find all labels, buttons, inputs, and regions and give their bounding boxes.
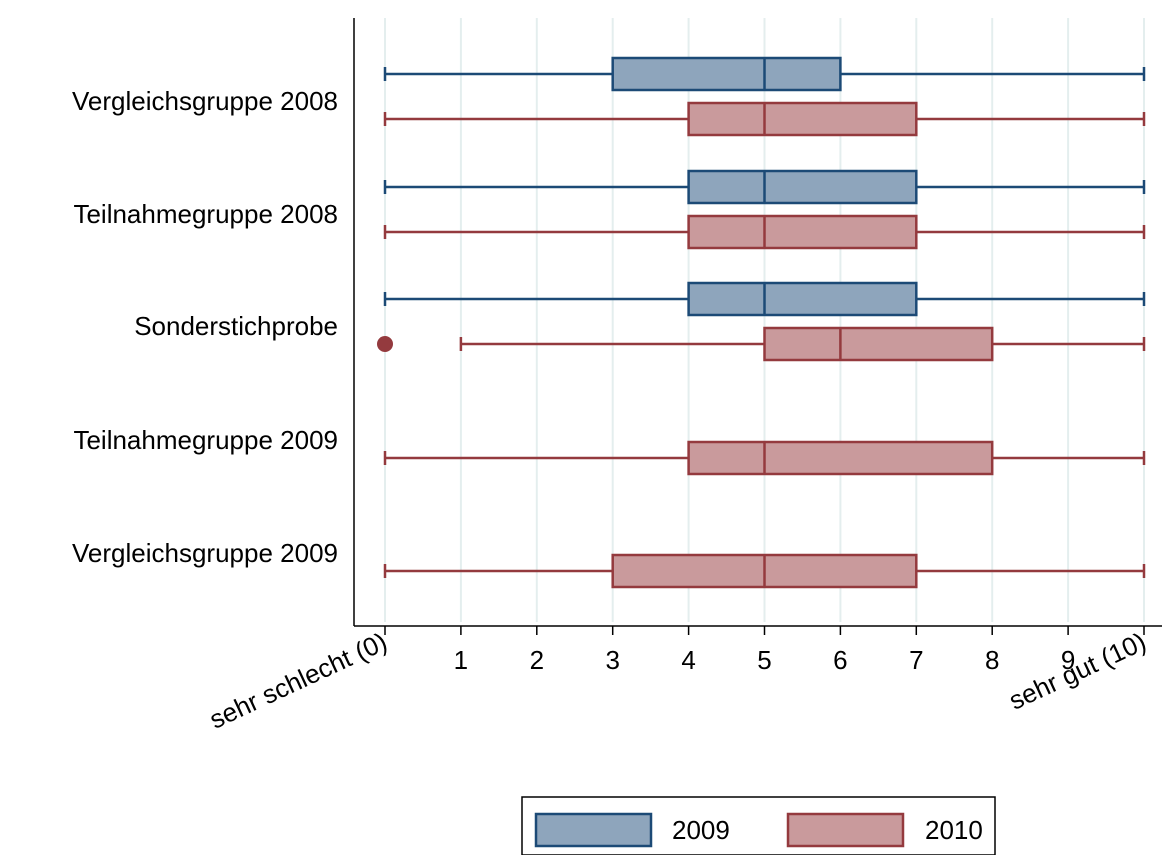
box-2009	[383, 169, 1146, 205]
iqr-box	[687, 440, 994, 476]
x-tick-label: 2	[530, 645, 544, 675]
iqr-box	[687, 281, 918, 317]
box-2009	[383, 56, 1146, 92]
box-2010	[383, 553, 1146, 589]
group-label: Vergleichsgruppe 2009	[72, 538, 338, 568]
outlier-point	[377, 336, 393, 352]
x-tick-label: 1	[454, 645, 468, 675]
group-label: Sonderstichprobe	[134, 311, 338, 341]
x-tick-label: 5	[757, 645, 771, 675]
legend: 2009 2010	[521, 796, 996, 856]
box-2010	[377, 326, 1146, 362]
box-2009	[383, 281, 1146, 317]
iqr-box	[687, 101, 918, 137]
x-tick-label: 3	[605, 645, 619, 675]
iqr-box	[687, 169, 918, 205]
iqr-box	[763, 326, 994, 362]
x-tick-label: 6	[833, 645, 847, 675]
iqr-box	[611, 56, 842, 92]
box-2010	[383, 214, 1146, 250]
x-tick-label: 9	[1061, 645, 1075, 675]
x-tick-label: 4	[681, 645, 695, 675]
legend-swatch-2009	[534, 812, 653, 848]
iqr-box	[687, 214, 918, 250]
group-label: Teilnahmegruppe 2008	[73, 199, 338, 229]
legend-label-2010: 2010	[925, 815, 983, 845]
boxes-layer	[377, 56, 1146, 589]
x-tick-label: 7	[909, 645, 923, 675]
legend-label-2009: 2009	[672, 815, 730, 845]
x-tick-label: sehr schlecht (0)	[205, 626, 392, 734]
group-label: Vergleichsgruppe 2008	[72, 86, 338, 116]
box-2010	[383, 440, 1146, 476]
x-tick-label: sehr gut (10)	[1004, 626, 1150, 715]
x-tick-label: 8	[985, 645, 999, 675]
box-2010	[383, 101, 1146, 137]
labels-layer: Vergleichsgruppe 2008 Teilnahmegruppe 200…	[72, 86, 338, 568]
legend-swatch-2010	[786, 812, 905, 848]
group-label: Teilnahmegruppe 2009	[73, 425, 338, 455]
